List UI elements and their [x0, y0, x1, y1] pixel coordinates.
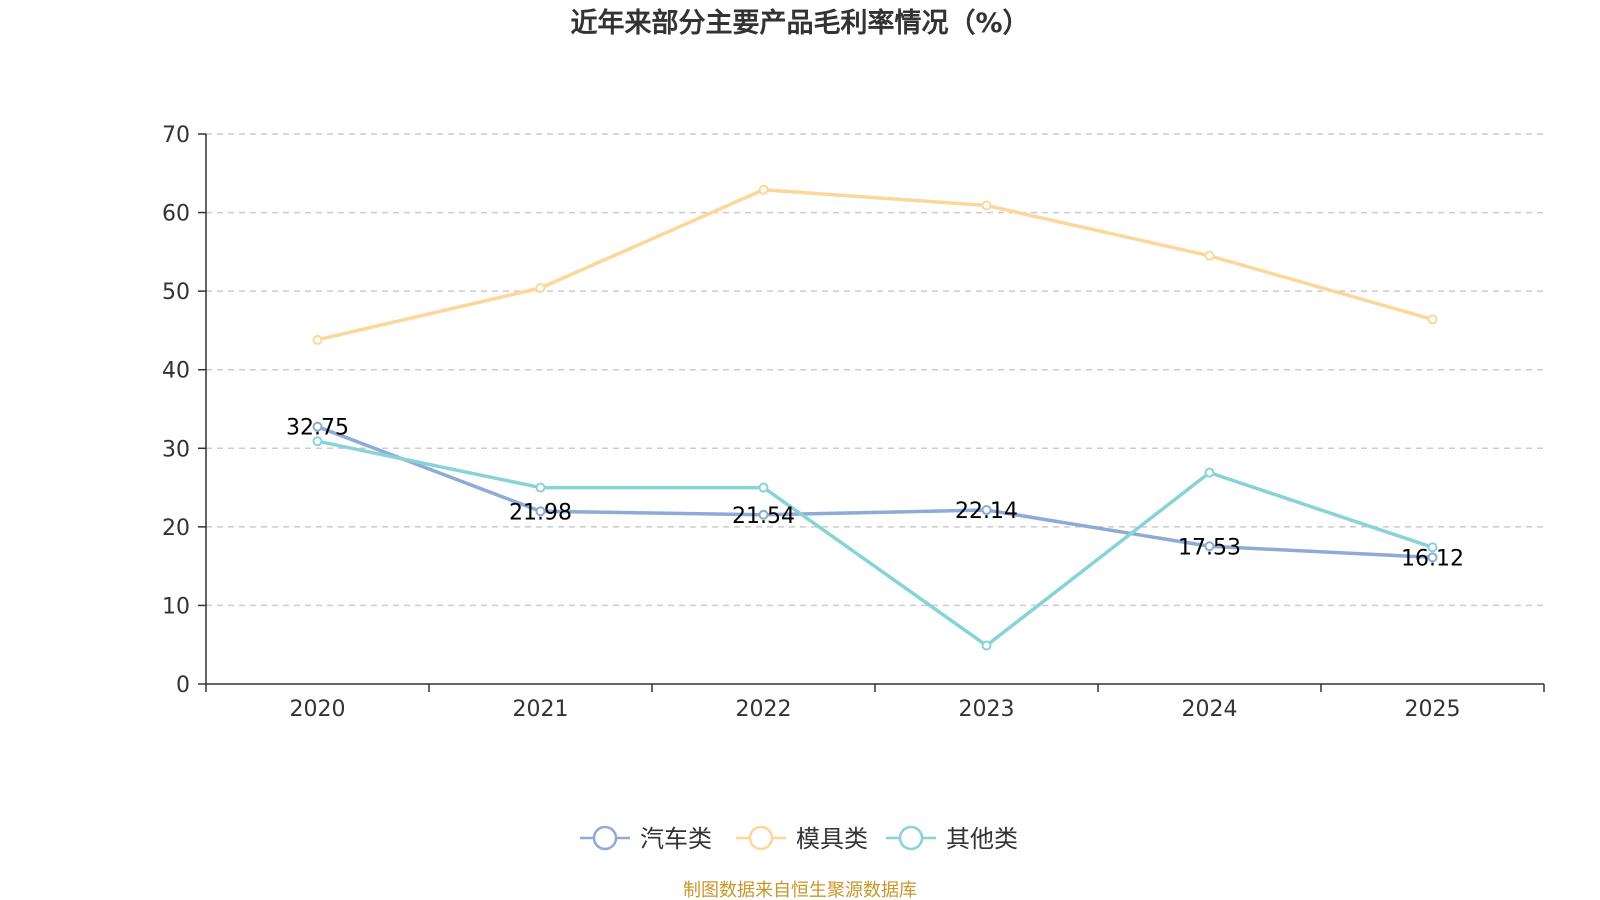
x-tick-label-2023: 2023	[959, 697, 1015, 722]
grid-lines	[206, 133, 1544, 607]
series-lines	[312, 184, 1438, 651]
series-0-point-2022	[758, 509, 769, 520]
series-0-point-2025	[1427, 552, 1438, 563]
data-label-series-0-2025: 16.12	[1401, 546, 1464, 571]
y-tick-label-10: 10	[162, 594, 190, 619]
y-tick-label-70: 70	[162, 123, 190, 148]
legend-label-1: 模具类	[796, 825, 868, 853]
chart-title: 近年来部分主要产品毛利率情况（%）	[570, 7, 1029, 39]
series-2-point-2020	[312, 436, 323, 447]
x-tick-label-2020: 2020	[290, 697, 346, 722]
series-line-0	[316, 425, 1433, 560]
series-1-point-2021	[535, 283, 546, 293]
series-1-point-2022	[758, 184, 769, 195]
data-label-series-0-2024: 17.53	[1178, 535, 1241, 560]
axes: 0 10 20 30 40 50 60 70 2020 2021 2022 2023 2024 2025	[162, 123, 1545, 722]
series-1-point-2023	[981, 200, 992, 211]
series-0-point-2024	[1204, 541, 1215, 552]
legend-label-2: 其他类	[946, 825, 1018, 853]
legend-label-0: 汽车类	[640, 825, 712, 853]
series-1-point-2024	[1204, 250, 1215, 261]
y-tick-label-20: 20	[162, 516, 190, 541]
legend-marker-0	[592, 825, 618, 851]
series-0-point-2020	[312, 421, 323, 432]
legend-item-1: 模具类	[736, 825, 868, 853]
legend-marker-1	[748, 825, 774, 851]
data-label-series-0-2022: 21.54	[732, 504, 795, 529]
series-2-point-2024	[1204, 467, 1215, 478]
legend: 汽车类 模具类 其他类	[580, 825, 1018, 853]
series-2-point-2021	[535, 482, 546, 493]
series-0-point-2023	[981, 505, 992, 516]
series-line-2	[317, 439, 1434, 648]
y-tick-label-40: 40	[162, 359, 190, 384]
series-0-point-2021	[535, 506, 546, 517]
data-label-series-0-2023: 22.14	[955, 499, 1018, 524]
data-label-series-0-2020: 32.75	[286, 416, 349, 441]
y-tick-label-50: 50	[162, 280, 190, 305]
y-tick-label-60: 60	[162, 202, 190, 227]
y-tick-label-0: 0	[176, 673, 190, 698]
series-1-point-2025	[1427, 314, 1438, 325]
legend-item-2: 其他类	[886, 825, 1018, 853]
x-tick-label-2024: 2024	[1182, 697, 1238, 722]
series-1-point-2020	[312, 334, 323, 345]
legend-item-0: 汽车类	[580, 825, 712, 853]
legend-marker-2	[898, 825, 924, 851]
series-2-point-2025	[1427, 542, 1438, 553]
x-tick-label-2021: 2021	[513, 697, 569, 722]
series-2-point-2022	[758, 482, 769, 493]
x-tick-label-2025: 2025	[1405, 697, 1461, 722]
y-tick-label-30: 30	[162, 437, 190, 462]
data-labels: 32.75 21.98 21.54 22.14 17.53 16.12	[286, 416, 1464, 572]
source-note: 制图数据来自恒生聚源数据库	[683, 880, 917, 900]
x-tick-label-2022: 2022	[736, 697, 792, 722]
series-2-point-2023	[981, 640, 992, 651]
data-label-series-0-2021: 21.98	[509, 500, 572, 525]
series-line-1	[317, 188, 1433, 342]
